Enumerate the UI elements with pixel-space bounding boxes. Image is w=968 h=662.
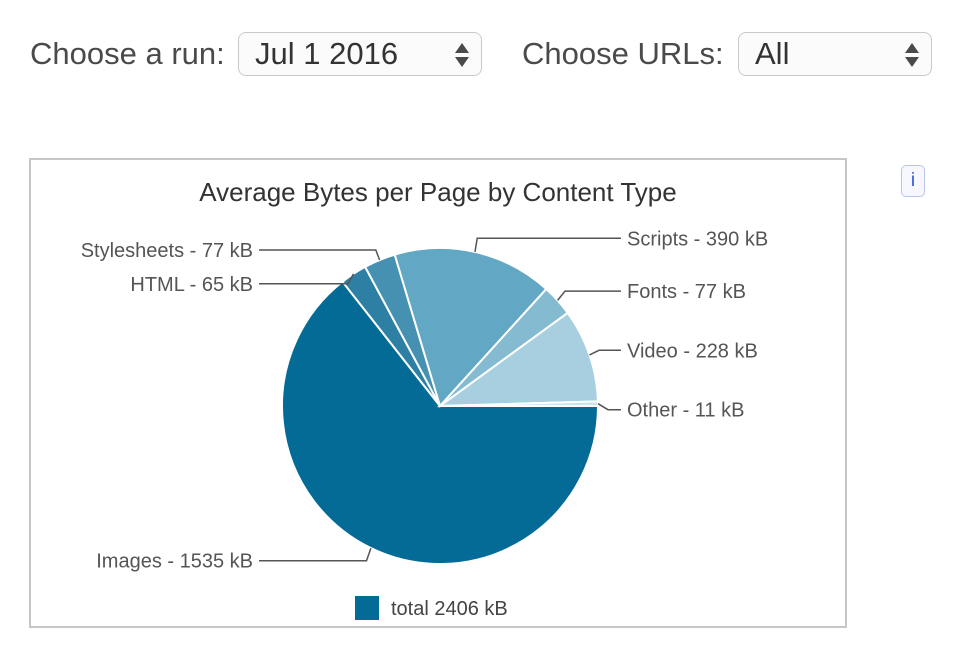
content-type-chart: Average Bytes per Page by Content Type I… bbox=[29, 158, 847, 628]
slice-label-images: Images - 1535 kB bbox=[96, 551, 253, 573]
legend-swatch[interactable] bbox=[355, 596, 379, 620]
slice-label-html: HTML - 65 kB bbox=[130, 274, 253, 296]
select-arrows-icon bbox=[455, 41, 469, 69]
pie-slice-other[interactable] bbox=[439, 400, 600, 407]
leader-line-fonts bbox=[557, 290, 621, 301]
slice-label-other: Other - 11 kB bbox=[627, 400, 744, 422]
slice-label-fonts: Fonts - 77 kB bbox=[627, 281, 746, 303]
leader-line-scripts bbox=[474, 237, 621, 253]
pie-chart: Average Bytes per Page by Content Type I… bbox=[81, 177, 768, 620]
slice-label-scripts: Scripts - 390 kB bbox=[627, 228, 768, 250]
pie-slice-images[interactable] bbox=[281, 280, 600, 565]
urls-select[interactable]: All bbox=[738, 32, 932, 76]
urls-label: Choose URLs: bbox=[522, 36, 724, 71]
run-controls: Choose a run: Jul 1 2016 Choose URLs: Al… bbox=[30, 30, 940, 78]
legend-label[interactable]: total 2406 kB bbox=[391, 598, 508, 620]
leader-line-images bbox=[259, 547, 372, 562]
run-select[interactable]: Jul 1 2016 bbox=[238, 32, 482, 76]
select-arrows-icon bbox=[905, 41, 919, 69]
leader-line-html bbox=[259, 273, 355, 285]
leader-line-other bbox=[597, 403, 621, 411]
info-button[interactable]: i bbox=[901, 165, 925, 197]
urls-select-value: All bbox=[755, 36, 790, 71]
slice-label-video: Video - 228 kB bbox=[627, 340, 758, 362]
chart-title: Average Bytes per Page by Content Type bbox=[199, 177, 676, 207]
run-label: Choose a run: bbox=[30, 36, 225, 71]
run-select-value: Jul 1 2016 bbox=[255, 36, 399, 71]
slice-label-stylesheets: Stylesheets - 77 kB bbox=[81, 240, 253, 262]
pie-slice-scripts[interactable] bbox=[393, 247, 548, 408]
leader-line-stylesheets bbox=[259, 249, 381, 261]
leader-line-video bbox=[589, 349, 621, 356]
